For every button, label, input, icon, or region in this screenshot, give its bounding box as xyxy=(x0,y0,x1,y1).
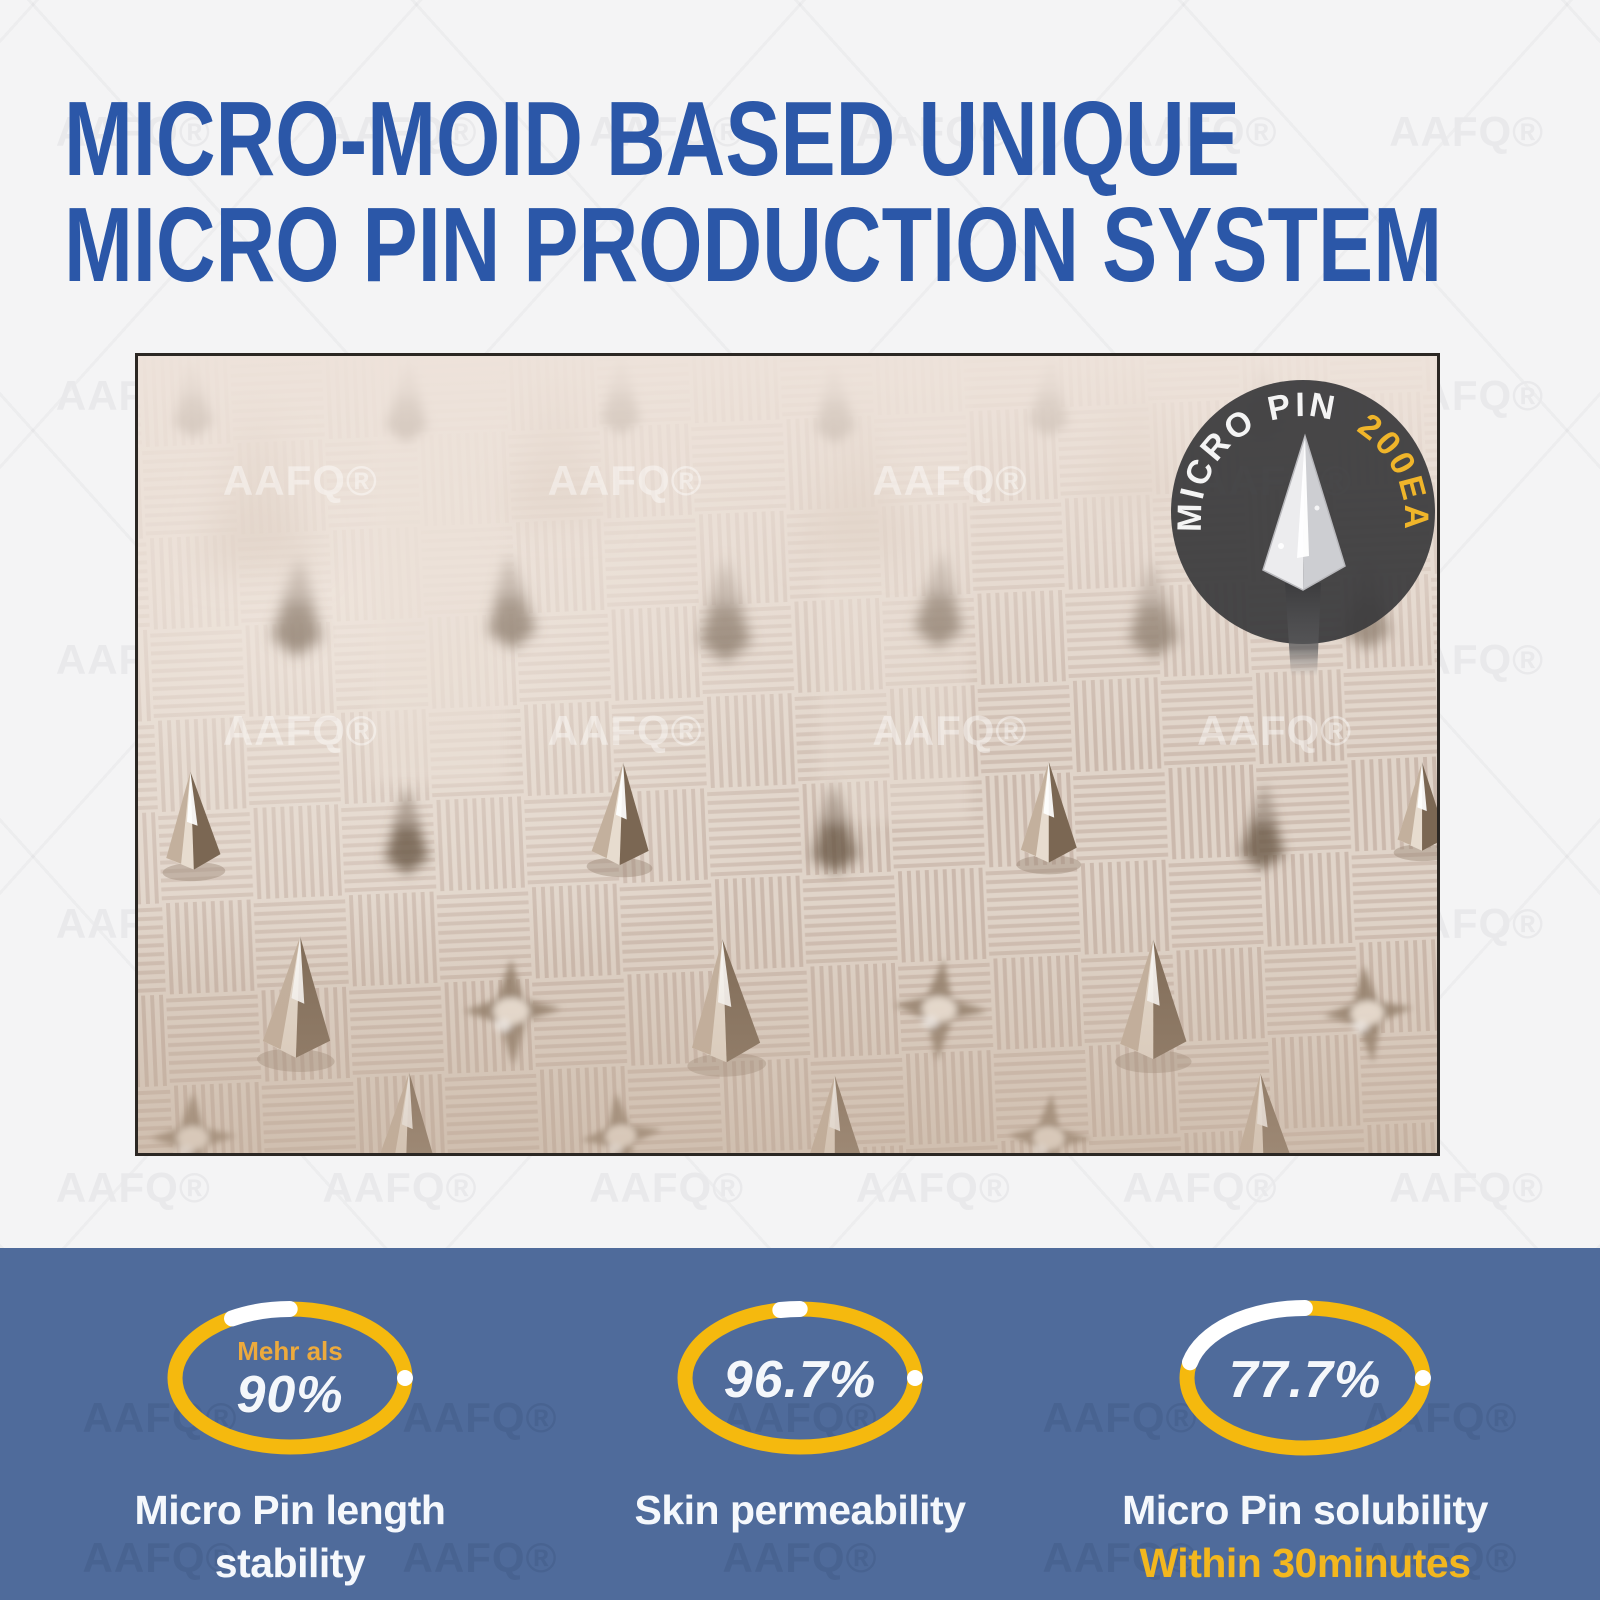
micro-pin-count-badge: MICRO PIN 200EA xyxy=(1171,380,1435,676)
stats-panel: AAFQ® AAFQ® AAFQ® AAFQ® AAFQ® AAFQ® AAFQ® AAFQ®… xyxy=(0,1248,1600,1600)
stat-pin-solubility: 77.7% Micro Pin solubility Within 30minu… xyxy=(1055,1248,1555,1600)
stat-label-line-1: Skin permeability xyxy=(634,1487,966,1533)
micro-pin-crystal-icon xyxy=(1262,433,1346,676)
ring-graphic xyxy=(167,1301,413,1455)
stat-label: Micro Pin solubility Within 30minutes xyxy=(1122,1484,1488,1590)
stat-pin-length-stability: Mehr als 90% Micro Pin length stability xyxy=(60,1248,520,1600)
stat-label-line-1: Micro Pin length xyxy=(134,1487,446,1533)
stat-label: Skin permeability xyxy=(634,1484,966,1537)
page-title-line-2: MICRO PIN PRODUCTION SYSTEM xyxy=(64,186,1443,304)
stat-label-line-1: Micro Pin solubility xyxy=(1122,1487,1488,1533)
stat-prefix: Mehr als xyxy=(237,1336,343,1366)
ring-inner-text: Mehr als 90% xyxy=(155,1290,425,1470)
stat-sub-label: Within 30minutes xyxy=(1139,1540,1471,1586)
stat-value: 77.7% xyxy=(1228,1351,1382,1409)
progress-ring-pin-solubility: 77.7% xyxy=(1170,1290,1440,1470)
micro-pin-photo: AAFQ®AAFQ®AAFQ®AAFQ®AAFQ®AAFQ®AAFQ®AAFQ®… xyxy=(135,353,1440,1156)
stat-label-line-2: stability xyxy=(214,1540,366,1586)
page-title-line-1: MICRO-MOID BASED UNIQUE xyxy=(64,80,1240,198)
stat-value: 96.7% xyxy=(723,1351,877,1409)
page-title: MICRO-MOID BASED UNIQUE MICRO PIN PRODUC… xyxy=(64,86,1600,298)
ring-graphic xyxy=(677,1301,923,1455)
stat-label: Micro Pin length stability xyxy=(135,1484,446,1590)
ring-inner-text: 77.7% xyxy=(1170,1290,1440,1470)
stat-value: 90% xyxy=(236,1366,344,1424)
ring-inner-text: 96.7% xyxy=(665,1290,935,1470)
ring-graphic xyxy=(1179,1300,1431,1456)
progress-ring-skin-permeability: 96.7% xyxy=(665,1290,935,1470)
stat-skin-permeability: 96.7% Skin permeability xyxy=(570,1248,1030,1600)
progress-ring-pin-length: Mehr als 90% xyxy=(155,1290,425,1470)
